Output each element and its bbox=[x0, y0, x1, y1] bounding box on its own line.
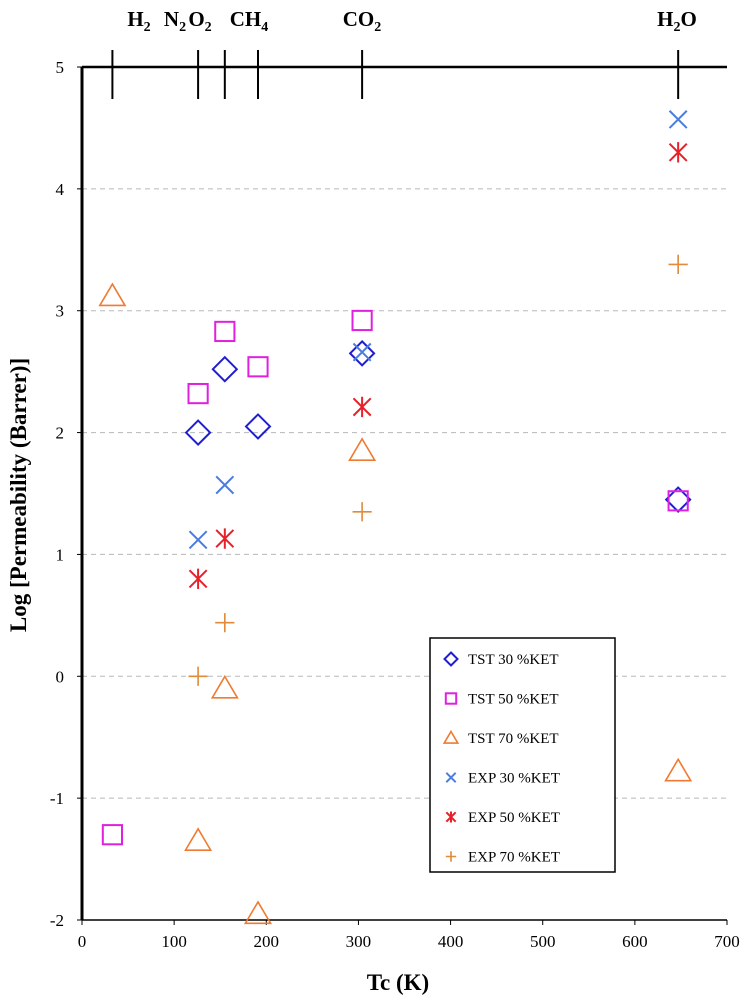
legend-label: EXP 30 %KET bbox=[468, 771, 560, 787]
gas-label: CH4 bbox=[230, 7, 269, 35]
data-point bbox=[664, 486, 692, 514]
legend-box bbox=[429, 637, 616, 873]
legend-label: TST 30 %KET bbox=[468, 652, 559, 668]
x-tick-label: 300 bbox=[346, 932, 372, 951]
legend-marker bbox=[442, 729, 460, 744]
data-point bbox=[188, 666, 208, 686]
legend-marker bbox=[444, 692, 458, 705]
legend-label: TST 70 %KET bbox=[468, 731, 559, 747]
legend-marker bbox=[445, 851, 457, 862]
data-points bbox=[98, 110, 693, 925]
legend-marker bbox=[445, 772, 457, 783]
legend-marker bbox=[445, 811, 457, 823]
data-point bbox=[187, 382, 209, 405]
x-tick-label: 500 bbox=[530, 932, 556, 951]
data-point bbox=[98, 282, 127, 307]
data-point bbox=[188, 530, 208, 550]
x-tick-label: 700 bbox=[714, 932, 740, 951]
data-point bbox=[184, 419, 212, 446]
x-tick-label: 600 bbox=[622, 932, 648, 951]
y-tick-label: 2 bbox=[56, 424, 65, 443]
data-point bbox=[352, 396, 372, 418]
gas-label: N2 bbox=[164, 7, 186, 35]
data-point bbox=[668, 110, 688, 129]
data-point bbox=[101, 824, 124, 846]
data-point bbox=[211, 355, 239, 383]
data-point bbox=[243, 900, 272, 925]
data-point bbox=[215, 475, 235, 495]
data-point bbox=[668, 254, 688, 275]
data-point bbox=[351, 309, 373, 332]
gas-label: H2 bbox=[127, 7, 150, 35]
data-point bbox=[184, 827, 213, 851]
x-tick-label: 200 bbox=[254, 932, 280, 951]
x-tick-label: 400 bbox=[438, 932, 464, 951]
y-axis-title: Log [Permeability (Barrer)] bbox=[6, 358, 31, 632]
gridlines bbox=[82, 188, 727, 799]
y-tick-label: 1 bbox=[56, 545, 65, 564]
y-tick-label: 3 bbox=[56, 302, 65, 321]
data-point bbox=[210, 674, 239, 699]
legend-marker bbox=[443, 651, 459, 667]
legend-label: TST 50 %KET bbox=[468, 692, 559, 708]
y-tick-label: -1 bbox=[50, 789, 64, 808]
gas-label: O2 bbox=[188, 7, 211, 35]
data-point bbox=[348, 339, 376, 367]
data-point bbox=[244, 413, 272, 440]
y-tick-label: 4 bbox=[56, 180, 65, 199]
y-tick-label: 0 bbox=[56, 667, 65, 686]
x-tick-label: 100 bbox=[161, 932, 187, 951]
data-point bbox=[215, 613, 235, 633]
x-tick-label: 0 bbox=[78, 932, 87, 951]
axes: 0 100 200 300 400 500 600 700 -2 -1 0 1 2 3 4 5 bbox=[50, 58, 740, 951]
data-point bbox=[348, 437, 377, 462]
y-tick-label: 5 bbox=[56, 58, 65, 77]
data-point bbox=[664, 757, 693, 782]
legend-label: EXP 70 %KET bbox=[468, 850, 560, 866]
y-tick-label: -2 bbox=[50, 911, 64, 930]
data-point bbox=[247, 356, 269, 378]
data-point bbox=[188, 568, 208, 589]
legend-label: EXP 50 %KET bbox=[468, 810, 560, 826]
gas-markers: H2 N2 O2 CH4 CO2 H2O bbox=[111, 7, 697, 99]
legend: TST 30 %KET TST 50 %KET TST 70 %KET EXP 30 … bbox=[429, 637, 616, 873]
data-point bbox=[352, 502, 372, 522]
data-point bbox=[215, 528, 235, 549]
data-point bbox=[667, 490, 689, 512]
data-point bbox=[668, 142, 688, 163]
data-point bbox=[214, 320, 236, 343]
data-point bbox=[352, 342, 372, 362]
gas-label: H2O bbox=[657, 7, 697, 35]
x-axis-title: Tc (K) bbox=[367, 970, 429, 995]
gas-label: CO2 bbox=[343, 7, 382, 35]
